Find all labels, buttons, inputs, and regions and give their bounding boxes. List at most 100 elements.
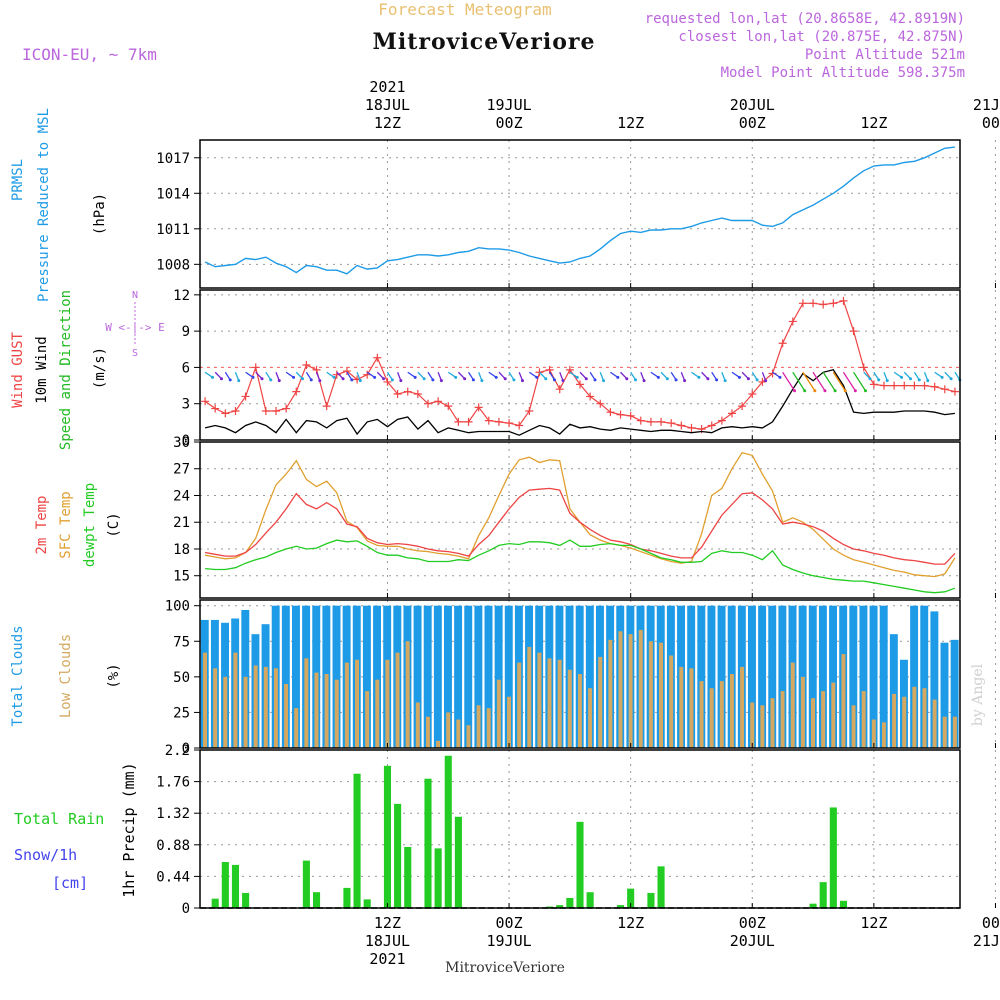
rain-bar xyxy=(221,862,229,908)
low-clouds-bar xyxy=(577,674,582,748)
wind-direction-head xyxy=(803,389,807,393)
low-clouds-bar xyxy=(446,712,451,748)
x-axis-bottom-label: 12Z xyxy=(617,914,644,932)
gust-point xyxy=(282,404,291,413)
wind-direction-head xyxy=(318,379,322,383)
gust-point xyxy=(849,327,858,336)
x-axis-bottom-label: 00Z xyxy=(739,914,766,932)
low-clouds-bar xyxy=(547,658,552,748)
low-clouds-bar xyxy=(425,716,430,748)
low-clouds-bar xyxy=(284,683,289,748)
low-clouds-bar xyxy=(436,740,441,748)
low-clouds-bar xyxy=(213,668,218,748)
x-axis-top-label: 20JUL xyxy=(730,96,775,114)
wind-direction-arrow xyxy=(234,372,240,381)
wind-direction-head xyxy=(269,378,273,382)
low-clouds-bar xyxy=(740,666,745,748)
y-tick-label: 100 xyxy=(165,599,190,615)
pressure-label-prmsl: PRMSL xyxy=(10,159,26,201)
gust-point xyxy=(829,299,838,308)
pressure-unit: (hPa) xyxy=(92,193,108,235)
wind-direction-arrow xyxy=(386,371,393,381)
wind-direction-head xyxy=(552,378,556,382)
rain-bar xyxy=(343,887,351,908)
y-tick-label: 1017 xyxy=(156,151,190,167)
gust-point xyxy=(910,381,919,390)
low-clouds-bar xyxy=(780,691,785,748)
x-axis-top-label: 12Z xyxy=(860,114,887,132)
wind-direction-head xyxy=(917,378,921,382)
y-tick-label: 75 xyxy=(173,634,190,650)
rain-bar xyxy=(211,898,219,908)
low-clouds-bar xyxy=(365,691,370,748)
labels-layer: 202118JUL12Z19JUL00Z12Z20JUL00Z12Z21JUL0… xyxy=(10,78,1000,968)
gust-point xyxy=(434,397,443,406)
compass-north: N xyxy=(132,290,138,301)
sfc-temp-line xyxy=(204,451,956,578)
gust-point xyxy=(859,363,868,372)
wind-direction-head xyxy=(332,375,336,379)
gust-point xyxy=(576,380,584,389)
wind-direction-head xyxy=(277,379,281,383)
rain-bar xyxy=(454,816,462,908)
total-clouds-bar xyxy=(707,605,716,748)
wind-direction-head xyxy=(885,379,889,383)
wind-direction-head xyxy=(778,375,782,379)
gust-point xyxy=(484,416,493,425)
wind-direction-head xyxy=(909,377,913,381)
wind-direction-arrow xyxy=(528,371,538,378)
wind-direction-arrow xyxy=(792,371,806,392)
total-clouds-bar xyxy=(362,605,371,748)
gust-point xyxy=(788,317,797,326)
wind-direction-arrow xyxy=(640,372,645,381)
wind-direction-head xyxy=(358,379,362,383)
low-clouds-bar xyxy=(496,679,501,748)
wind-direction-head xyxy=(877,378,881,382)
wind-direction-head xyxy=(625,377,629,381)
marks-layer xyxy=(200,146,962,909)
wind-direction-head xyxy=(251,375,255,379)
low-clouds-bar xyxy=(355,659,359,748)
wind-direction-head xyxy=(350,378,354,382)
gust-point xyxy=(515,421,524,430)
total-clouds-bar xyxy=(920,605,929,748)
rain-bar xyxy=(444,755,452,908)
wind-direction-arrow xyxy=(478,372,483,381)
wind-panel-frame xyxy=(199,289,961,441)
wind-direction-arrow xyxy=(346,371,353,381)
wind-direction-head xyxy=(309,378,313,382)
wind-direction-head xyxy=(520,379,524,383)
gust-point xyxy=(707,421,716,430)
wind-direction-head xyxy=(413,375,417,379)
total-clouds-bar xyxy=(829,605,837,748)
total-clouds-bar xyxy=(292,605,300,748)
total-clouds-bar xyxy=(433,605,442,748)
wind-direction-head xyxy=(471,378,475,382)
wind-direction-arrow xyxy=(549,371,556,381)
wind-direction-head xyxy=(512,378,516,382)
low-clouds-bar xyxy=(648,641,653,748)
low-clouds-bar xyxy=(831,682,836,748)
gust-point xyxy=(211,404,220,413)
total-clouds-bar xyxy=(808,605,817,748)
total-clouds-bar xyxy=(940,642,949,748)
wind-direction-head xyxy=(593,378,597,382)
total-clouds-bar xyxy=(281,605,290,748)
grid-layer xyxy=(200,140,996,909)
low-clouds-bar xyxy=(618,631,623,748)
wind-direction-arrow xyxy=(954,371,961,381)
total-clouds-label: Total Clouds xyxy=(10,625,26,726)
temperature-panel-frame xyxy=(199,441,961,599)
y-tick-label: 1.32 xyxy=(156,806,190,822)
x-axis-bottom-label: 12Z xyxy=(860,914,887,932)
y-tick-label: 9 xyxy=(182,324,190,340)
rain-bar xyxy=(556,905,564,908)
wind-direction-head xyxy=(260,377,264,381)
wind-gust-label: Wind GUST xyxy=(10,332,26,408)
low-clouds-bar xyxy=(760,705,765,748)
gust-line xyxy=(204,300,956,430)
axes-layer: 1008101110141017036912151821242730025507… xyxy=(156,139,996,917)
total-clouds-bar xyxy=(494,605,503,748)
wind-direction-head xyxy=(237,379,241,383)
